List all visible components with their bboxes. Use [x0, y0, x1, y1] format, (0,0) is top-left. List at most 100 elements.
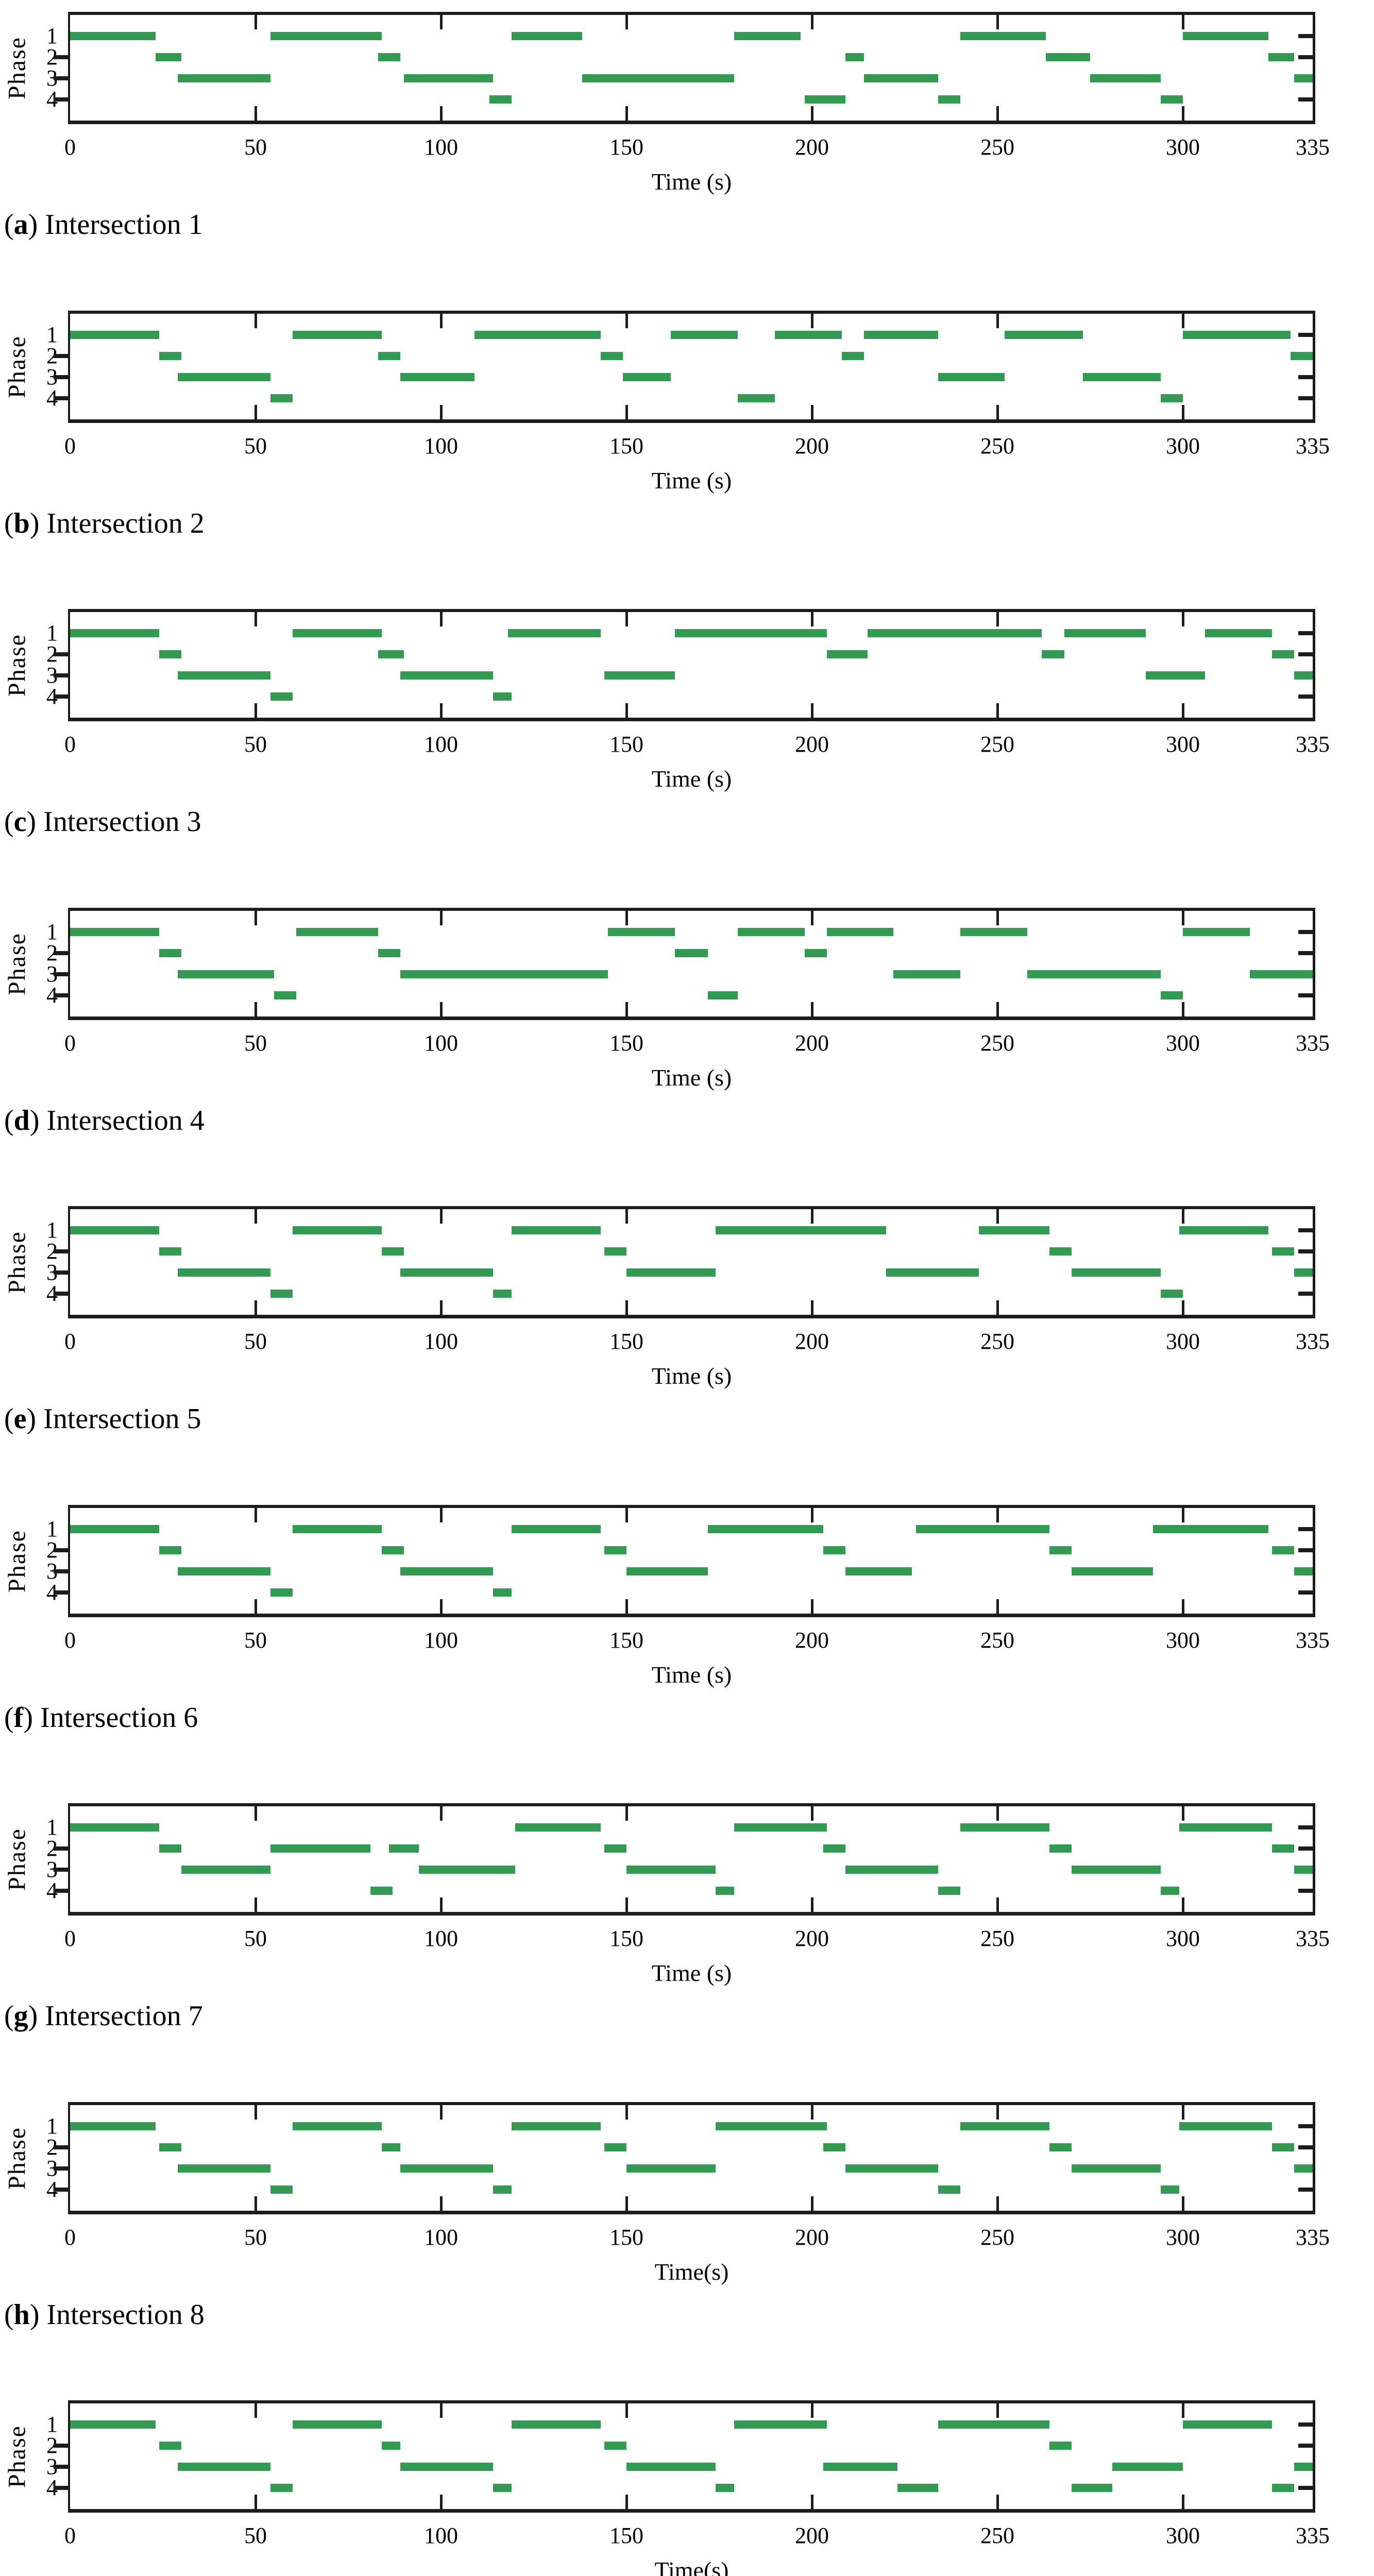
phase-bar: [823, 2463, 897, 2471]
x-tick-label: 200: [795, 1627, 829, 1653]
phase-bar: [604, 1546, 626, 1554]
caption-letter: e: [13, 1403, 27, 1435]
phase-bar: [1271, 1546, 1294, 1554]
phase-bar: [708, 1524, 823, 1533]
phase-bar: [1072, 2484, 1113, 2492]
x-tick-mark: [996, 2105, 999, 2120]
caption-open-paren: (: [4, 1701, 14, 1734]
phase-bar: [1160, 991, 1183, 999]
y-tick-mark-right: [1298, 1825, 1313, 1829]
phase-bar: [296, 927, 378, 936]
x-tick-mark: [254, 2495, 257, 2509]
phase-bar: [400, 2463, 493, 2471]
x-tick-label: 200: [795, 2523, 829, 2548]
phase-bar: [159, 948, 181, 957]
x-tick-mark: [996, 1806, 999, 1821]
phase-bar: [159, 2442, 181, 2450]
phase-bar: [626, 2164, 716, 2173]
x-tick-mark: [1181, 106, 1184, 121]
phase-bar: [1160, 1887, 1179, 1895]
phase-bar: [293, 629, 382, 637]
phase-bar: [1090, 74, 1161, 82]
y-tick-mark-left: [54, 1868, 68, 1872]
y-tick-label-phase-4: 4: [46, 1281, 58, 1306]
x-tick-label: 300: [1166, 2523, 1200, 2548]
phase-bar: [270, 692, 293, 701]
phase-bar: [626, 1268, 716, 1277]
caption-open-paren: (: [4, 1403, 14, 1435]
phase-bar: [674, 629, 827, 637]
phase-bar: [274, 991, 297, 999]
phase-bar: [1072, 1268, 1161, 1277]
phase-bar: [823, 1546, 845, 1554]
x-tick-mark: [439, 1897, 443, 1912]
x-tick-mark: [996, 1209, 999, 1224]
y-tick-mark-left: [54, 694, 68, 699]
x-tick-label: 0: [64, 2523, 76, 2548]
y-tick-mark-right: [1298, 2444, 1313, 2448]
phase-bar: [400, 1268, 493, 1277]
x-tick-label: 200: [795, 433, 829, 459]
x-tick-mark: [810, 1507, 813, 1522]
x-tick-label: 100: [424, 732, 458, 757]
phase-bar: [270, 1290, 293, 1298]
y-tick-mark-right: [1298, 34, 1313, 38]
x-tick-mark: [996, 1300, 999, 1315]
x-tick-label: 0: [64, 1926, 76, 1951]
intersection-panel-c: Phase 1 2 3 4 0 50 100 150 200 250 300 335 Time (s) (c…: [0, 609, 1374, 908]
y-tick-mark-left: [54, 673, 68, 677]
phase-bar: [177, 970, 274, 978]
phase-bar: [418, 1866, 515, 1874]
phase-bar: [604, 671, 675, 680]
phase-bar: [1271, 1247, 1294, 1256]
x-tick-label: 250: [980, 732, 1014, 757]
phase-bar: [823, 1844, 845, 1853]
subfigure-caption: (h) Intersection 8: [4, 2299, 205, 2330]
x-tick-mark: [810, 1300, 813, 1315]
x-tick-mark: [439, 404, 443, 419]
y-tick-mark-right: [1298, 97, 1313, 101]
subfigure-caption: (c) Intersection 3: [4, 806, 201, 837]
x-tick-label: 335: [1296, 1627, 1330, 1653]
x-tick-mark: [625, 1209, 628, 1224]
y-tick-mark-left: [54, 951, 68, 955]
x-tick-label: 100: [424, 2224, 458, 2250]
phase-bar: [489, 95, 512, 104]
y-tick-mark-right: [1298, 929, 1313, 934]
x-tick-label: 300: [1166, 732, 1200, 757]
phase-bar: [1160, 394, 1183, 402]
y-tick-mark-left: [54, 1889, 68, 1893]
phase-bar: [381, 1247, 404, 1256]
x-tick-mark: [254, 1002, 257, 1016]
phase-bar: [1249, 970, 1313, 978]
y-tick-mark-right: [1298, 1889, 1313, 1893]
phase-bar: [738, 394, 775, 402]
phase-bar: [511, 1226, 601, 1234]
phase-bar: [868, 629, 1042, 637]
phase-bar: [1179, 1226, 1268, 1234]
y-tick-label-phase-2: 2: [46, 2433, 58, 2458]
x-tick-mark: [1181, 2495, 1184, 2509]
phase-bar: [177, 2463, 270, 2471]
caption-open-paren: (: [4, 2000, 14, 2032]
phase-bar: [493, 2185, 512, 2194]
phase-bar: [1112, 2463, 1183, 2471]
x-tick-mark: [254, 703, 257, 718]
phase-bar: [1042, 650, 1064, 658]
x-tick-label: 300: [1166, 1329, 1200, 1354]
phase-bar: [715, 1226, 886, 1234]
x-tick-label: 50: [244, 134, 267, 160]
phase-bar: [608, 927, 675, 936]
x-tick-mark: [254, 612, 257, 626]
x-axis-title: Time (s): [651, 1661, 732, 1688]
y-tick-mark-right: [1298, 694, 1313, 699]
x-tick-mark: [1181, 404, 1184, 419]
y-tick-mark-left: [54, 76, 68, 80]
phase-bar: [1045, 53, 1090, 61]
subfigure-caption: (g) Intersection 7: [4, 2001, 203, 2031]
x-tick-label: 335: [1296, 732, 1330, 757]
phase-bar: [159, 650, 181, 658]
phase-bar: [70, 32, 156, 40]
phase-bar: [493, 2484, 512, 2492]
